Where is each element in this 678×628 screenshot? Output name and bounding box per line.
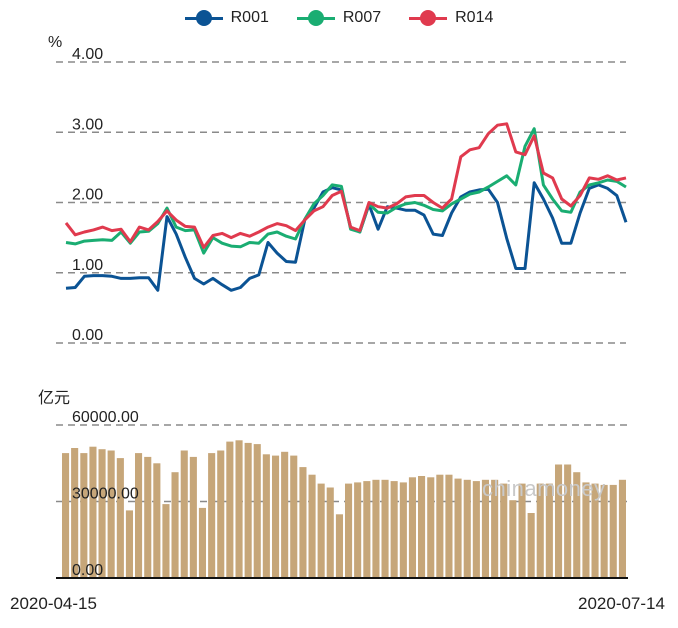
volume-bar [98,449,106,578]
volume-bar [600,484,608,578]
volume-bar [500,483,508,578]
volume-bar [162,504,170,578]
bottom-unit-label: 亿元 [38,390,71,407]
volume-bar [582,482,590,578]
volume-bar [427,477,435,578]
volume-bar [180,450,188,578]
volume-bar [153,463,161,579]
series-line-r007 [65,127,627,255]
bar-y-tick-label: 30000.00 [72,486,139,503]
volume-bar [235,440,243,578]
x-start-label: 2020-04-15 [10,594,97,613]
volume-bar [335,514,343,579]
series-line-r001 [65,181,628,292]
volume-bar [518,483,526,578]
volume-bar [564,464,572,578]
volume-bar [326,487,334,578]
volume-bar [481,479,489,578]
volume-bar [71,448,79,578]
volume-bar [372,479,380,578]
volume-bar [116,458,124,578]
volume-bar [573,472,581,578]
legend-item-r007[interactable]: R007 [296,9,382,27]
volume-bar [189,456,197,578]
volume-bar [491,479,499,578]
legend-item-r001[interactable]: R001 [184,9,269,27]
volume-bar [171,472,179,578]
top-unit-label: % [48,34,63,51]
legend-swatch-r001 [184,10,223,26]
volume-bar [390,481,398,578]
volume-bar [144,456,152,578]
volume-bar [609,484,617,578]
volume-bar [317,483,325,578]
volume-bar [135,453,143,578]
legend-label-r001: R001 [230,9,269,26]
volume-bar [555,464,563,578]
volume-bar [454,478,462,578]
x-end-label: 2020-07-14 [578,594,665,613]
volume-bar [262,454,270,578]
volume-bar [208,453,216,578]
volume-bar [545,483,553,578]
line-y-tick-label: 1.00 [72,257,103,274]
volume-bar [418,476,426,578]
volume-bar [445,474,453,578]
volume-bar [290,455,298,578]
line-y-tick-label: 2.00 [72,187,103,204]
line-y-tick-label: 4.00 [72,46,103,63]
volume-bar [527,513,535,578]
volume-bar [363,481,371,578]
chart-legend: R001 R007 R014 [0,6,678,30]
volume-bar [345,483,353,578]
line-y-tick-label: 3.00 [72,116,103,133]
line-y-tick-label: 0.00 [72,327,103,344]
volume-bar [308,474,316,578]
volume-bar [618,479,626,578]
volume-bar [198,507,206,578]
volume-bar [509,500,517,578]
volume-bar [89,446,97,578]
volume-bar [62,453,70,578]
legend-swatch-r014 [409,10,448,26]
volume-bar [272,455,280,578]
volume-bar [80,453,88,578]
volume-bar [591,483,599,578]
legend-label-r007: R007 [342,9,382,26]
volume-bar [299,467,307,578]
volume-bar [436,474,444,578]
volume-bar [408,477,416,578]
volume-bar [472,481,480,578]
volume-bar [463,479,471,578]
volume-bar [107,450,115,578]
volume-bar [536,483,544,578]
volume-bar [381,479,389,578]
legend-label-r014: R014 [455,9,494,26]
bar-y-tick-label: 60000.00 [72,409,139,426]
volume-bar [226,441,234,578]
bar-y-tick-label: 0.00 [72,562,103,579]
volume-bar [253,444,261,578]
series-line-r014 [64,122,627,249]
volume-bar [399,482,407,578]
volume-bar [125,510,133,578]
legend-swatch-r007 [296,10,335,26]
volume-bar [244,442,252,578]
volume-bar [281,451,289,578]
volume-bar [354,482,362,578]
volume-bar [217,450,225,578]
legend-item-r014[interactable]: R014 [409,9,493,27]
